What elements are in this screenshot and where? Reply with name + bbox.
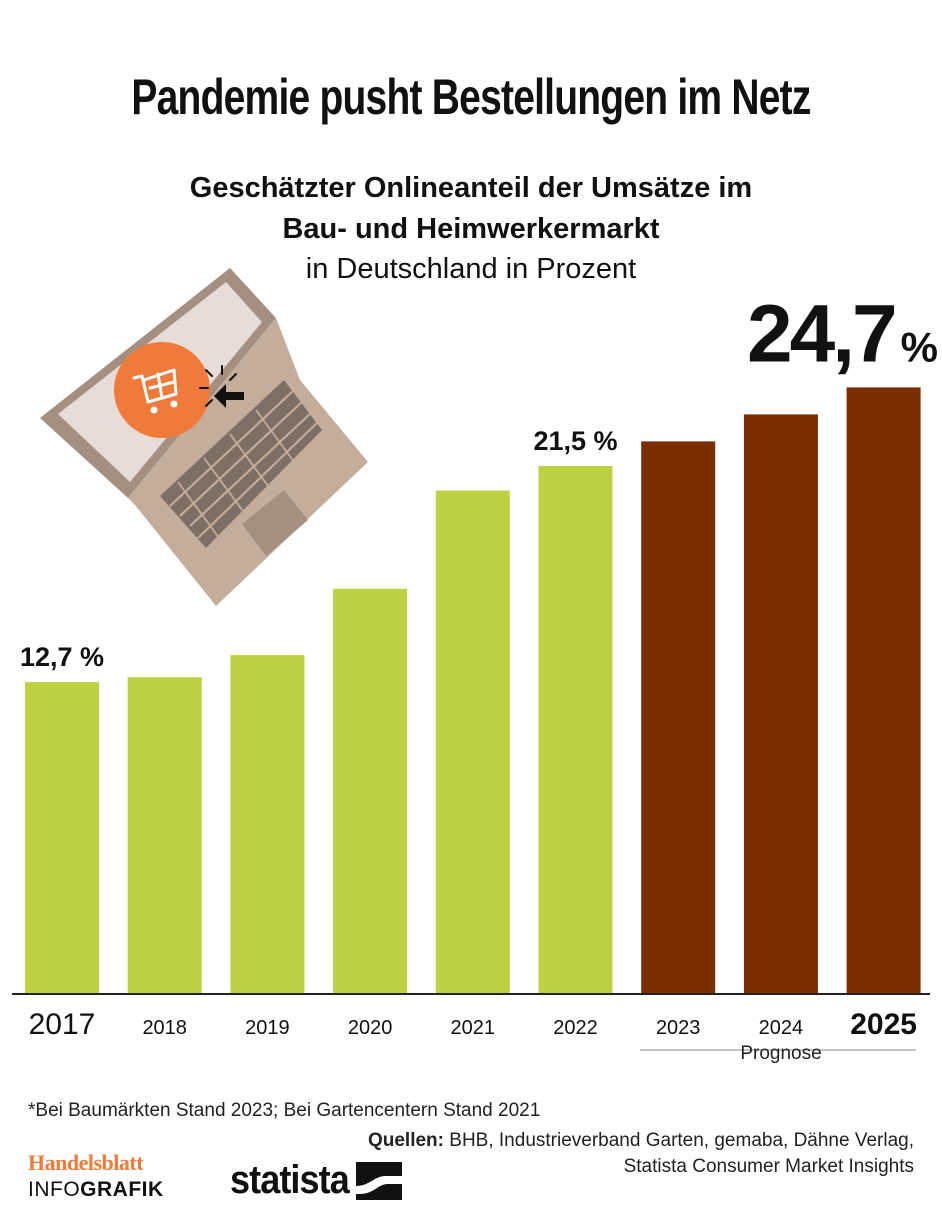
sources-text-1: BHB, Industrieverband Garten, gemaba, Dä…: [444, 1130, 914, 1151]
sources: Quellen: BHB, Industrieverband Garten, g…: [368, 1128, 914, 1180]
data-label-2022: 21,5 %: [533, 426, 617, 456]
x-tick-2025: 2025: [850, 1008, 917, 1041]
bar-2021: [435, 490, 510, 994]
infografik-label: INFOGRAFIK: [28, 1178, 164, 1202]
bar-2025: [846, 387, 921, 994]
data-label-2017: 12,7 %: [20, 642, 104, 672]
x-tick-2018: 2018: [142, 1017, 187, 1039]
statista-wordmark: statista: [230, 1158, 350, 1202]
data-label-unit: %: [901, 323, 938, 370]
footnote: *Bei Baumärkten Stand 2023; Bei Gartence…: [28, 1100, 541, 1121]
x-tick-2022: 2022: [553, 1017, 598, 1039]
x-tick-2019: 2019: [245, 1017, 290, 1039]
sources-text-2: Statista Consumer Market Insights: [623, 1156, 914, 1177]
data-label-2025: 24,7%: [747, 288, 938, 379]
infografik-bold: GRAFIK: [80, 1178, 164, 1201]
bar-2019: [230, 655, 305, 994]
bar-2024: [743, 414, 818, 994]
bar-2017: [25, 682, 99, 994]
handelsblatt-logo: Handelsblatt: [28, 1150, 144, 1175]
bar-2020: [333, 588, 408, 994]
chart-subtitle-line-3: in Deutschland in Prozent: [305, 253, 637, 285]
x-tick-2017: 2017: [29, 1008, 96, 1041]
chart-title: Pandemie pusht Bestellungen im Netz: [131, 69, 811, 125]
statista-logo: statista: [230, 1158, 403, 1203]
bar-2022: [538, 466, 613, 994]
x-tick-2023: 2023: [656, 1017, 701, 1039]
forecast-label: Prognose: [740, 1043, 821, 1064]
x-tick-2021: 2021: [451, 1017, 496, 1039]
chart-subtitle-line-1: Geschätzter Onlineanteil der Umsätze im: [189, 172, 753, 204]
bar-2023: [641, 441, 716, 994]
chart-subtitle-line-2: Bau- und Heimwerkermarkt: [282, 213, 660, 245]
statista-mark-icon: [356, 1161, 403, 1200]
laptop-icon: [40, 268, 368, 606]
infografik-light: INFO: [28, 1178, 81, 1201]
cursor-icon: [199, 365, 244, 408]
data-label-value: 24,7: [747, 288, 895, 379]
shopping-cart-icon: [114, 342, 210, 438]
x-tick-2024: 2024: [759, 1017, 804, 1039]
sources-label: Quellen:: [367, 1130, 444, 1151]
x-tick-2020: 2020: [348, 1017, 393, 1039]
bar-2018: [127, 677, 202, 994]
